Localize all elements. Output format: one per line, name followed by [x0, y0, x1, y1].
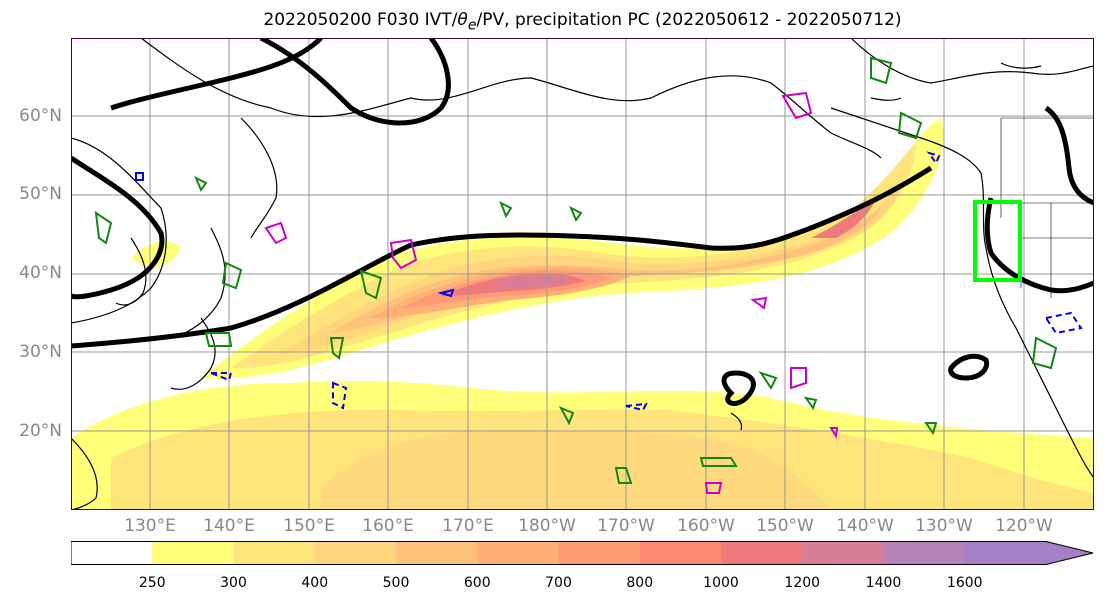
colorbar-segment	[314, 541, 397, 565]
lat-label-20: 20°N	[19, 421, 62, 441]
lon-label-130e: 130°E	[124, 516, 176, 536]
lon-label-160e: 160°E	[362, 516, 414, 536]
lon-label-160w: 160°W	[677, 516, 735, 536]
colorbar-tick-label: 600	[463, 575, 491, 591]
lon-label-150w: 150°W	[756, 516, 814, 536]
lon-label-130w: 130°W	[915, 516, 973, 536]
lon-label-180w: 180°W	[518, 516, 576, 536]
colorbar	[70, 541, 1094, 565]
colorbar-tick-label: 250	[138, 575, 166, 591]
coastlines	[71, 38, 1094, 510]
colorbar-svg	[70, 541, 1094, 565]
highlight-box	[973, 200, 1022, 282]
black-contours	[71, 38, 1094, 406]
green-precip-contours	[94, 56, 1058, 484]
colorbar-outline	[70, 541, 1094, 565]
colorbar-tick-label: 400	[301, 575, 329, 591]
colorbar-segment	[558, 541, 641, 565]
figure-title: 2022050200 F030 IVT/θe/PV, precipitation…	[0, 10, 1105, 33]
map-svg	[71, 38, 1094, 510]
map-panel	[71, 38, 1094, 510]
blue-contours	[135, 172, 455, 298]
colorbar-segment	[639, 541, 722, 565]
colorbar-tick-label: 300	[220, 575, 247, 591]
colorbar-segment	[233, 541, 316, 565]
lat-label-60: 60°N	[19, 106, 62, 126]
colorbar-tick-label: 1200	[784, 575, 821, 591]
lat-label-40: 40°N	[19, 263, 62, 283]
colorbar-segment	[477, 541, 559, 565]
blue-dashed-contours	[210, 151, 1083, 412]
colorbar-segment	[152, 541, 234, 565]
lon-label-140w: 140°W	[836, 516, 894, 536]
colorbar-segment	[396, 541, 478, 565]
lat-label-50: 50°N	[19, 184, 62, 204]
map-frame	[71, 38, 1094, 510]
lon-label-140e: 140°E	[203, 516, 255, 536]
colorbar-tick-label: 500	[382, 575, 410, 591]
title-prefix: 2022050200 F030 IVT/	[263, 10, 458, 30]
colorbar-segment	[802, 541, 884, 565]
colorbar-tick-label: 800	[626, 575, 654, 591]
title-theta-sub: e	[467, 17, 477, 34]
magenta-pv-contours	[264, 91, 839, 494]
lat-label-30: 30°N	[19, 342, 62, 362]
title-theta: θ	[457, 10, 468, 30]
lon-label-170e: 170°E	[442, 516, 494, 536]
lon-label-150e: 150°E	[283, 516, 335, 536]
colorbar-tick-label: 700	[545, 575, 572, 591]
colorbar-segments	[71, 541, 1093, 565]
colorbar-tick-label: 1600	[946, 575, 983, 591]
ivt-shading-south	[71, 380, 1094, 510]
ivt-shading-river	[131, 118, 944, 379]
colorbar-tick-label: 1000	[703, 575, 739, 591]
colorbar-tick-label: 1400	[865, 575, 902, 591]
colorbar-segment	[964, 541, 1093, 565]
title-suffix: /PV, precipitation PC (2022050612 - 2022…	[476, 10, 902, 30]
lon-label-120w: 120°W	[995, 516, 1053, 536]
lon-label-170w: 170°W	[597, 516, 655, 536]
graticule	[71, 38, 1094, 510]
colorbar-segment	[721, 541, 803, 565]
colorbar-segment	[71, 541, 153, 565]
colorbar-segment	[883, 541, 966, 565]
